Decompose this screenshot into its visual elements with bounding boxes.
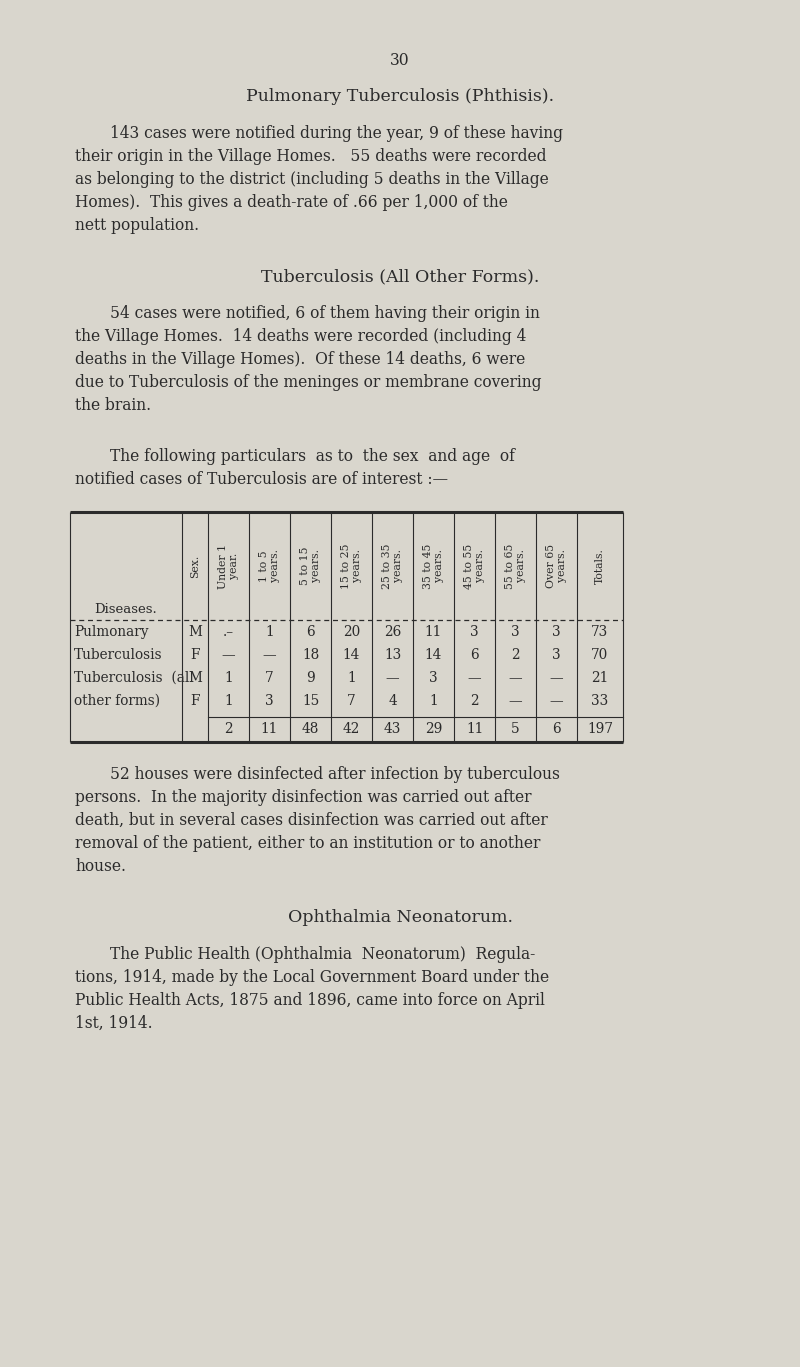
Text: Public Health Acts, 1875 and 1896, came into force on April: Public Health Acts, 1875 and 1896, came … <box>75 992 545 1009</box>
Text: —: — <box>222 648 235 662</box>
Text: 14: 14 <box>425 648 442 662</box>
Text: 6: 6 <box>552 722 561 735</box>
Text: Pulmonary Tuberculosis (Phthisis).: Pulmonary Tuberculosis (Phthisis). <box>246 87 554 105</box>
Text: —: — <box>509 694 522 708</box>
Text: the Village Homes.  14 deaths were recorded (including 4: the Village Homes. 14 deaths were record… <box>75 328 526 344</box>
Text: 48: 48 <box>302 722 319 735</box>
Text: their origin in the Village Homes.   55 deaths were recorded: their origin in the Village Homes. 55 de… <box>75 148 546 165</box>
Text: 26: 26 <box>384 625 401 638</box>
Text: 1: 1 <box>265 625 274 638</box>
Text: 43: 43 <box>384 722 401 735</box>
Text: M: M <box>188 671 202 685</box>
Text: —: — <box>262 648 276 662</box>
Text: 143 cases were notified during the year, 9 of these having: 143 cases were notified during the year,… <box>110 124 563 142</box>
Text: —: — <box>550 694 563 708</box>
Text: Ophthalmia Neonatorum.: Ophthalmia Neonatorum. <box>287 909 513 925</box>
Text: 30: 30 <box>390 52 410 68</box>
Text: due to Tuberculosis of the meninges or membrane covering: due to Tuberculosis of the meninges or m… <box>75 375 542 391</box>
Text: deaths in the Village Homes).  Of these 14 deaths, 6 were: deaths in the Village Homes). Of these 1… <box>75 351 526 368</box>
Text: Diseases.: Diseases. <box>94 603 158 617</box>
Text: 3: 3 <box>511 625 520 638</box>
Text: 33: 33 <box>591 694 609 708</box>
Text: 1st, 1914.: 1st, 1914. <box>75 1016 153 1032</box>
Text: —: — <box>386 671 399 685</box>
Text: notified cases of Tuberculosis are of interest :—: notified cases of Tuberculosis are of in… <box>75 472 448 488</box>
Text: 1: 1 <box>429 694 438 708</box>
Text: 20: 20 <box>343 625 360 638</box>
Text: Pulmonary: Pulmonary <box>74 625 149 638</box>
Text: The Public Health (Ophthalmia  Neonatorum)  Regula-: The Public Health (Ophthalmia Neonatorum… <box>110 946 535 962</box>
Text: house.: house. <box>75 858 126 875</box>
Text: tions, 1914, made by the Local Government Board under the: tions, 1914, made by the Local Governmen… <box>75 969 549 986</box>
Text: 18: 18 <box>302 648 319 662</box>
Text: Under 1
year.: Under 1 year. <box>218 544 239 589</box>
Text: death, but in several cases disinfection was carried out after: death, but in several cases disinfection… <box>75 812 548 828</box>
Text: other forms): other forms) <box>74 694 160 708</box>
Text: Sex.: Sex. <box>190 555 200 578</box>
Text: 11: 11 <box>466 722 483 735</box>
Text: 54 cases were notified, 6 of them having their origin in: 54 cases were notified, 6 of them having… <box>110 305 540 323</box>
Text: 70: 70 <box>591 648 609 662</box>
Text: 7: 7 <box>347 694 356 708</box>
Text: 13: 13 <box>384 648 401 662</box>
Text: 45 to 55
years.: 45 to 55 years. <box>464 543 485 589</box>
Text: 2: 2 <box>511 648 520 662</box>
Text: 5: 5 <box>511 722 520 735</box>
Text: 52 houses were disinfected after infection by tuberculous: 52 houses were disinfected after infecti… <box>110 766 560 783</box>
Text: 11: 11 <box>261 722 278 735</box>
Text: 3: 3 <box>470 625 479 638</box>
Text: 1: 1 <box>347 671 356 685</box>
Text: 15: 15 <box>302 694 319 708</box>
Text: the brain.: the brain. <box>75 396 151 414</box>
Text: nett population.: nett population. <box>75 217 199 234</box>
Text: 9: 9 <box>306 671 315 685</box>
Text: Tuberculosis  (all: Tuberculosis (all <box>74 671 194 685</box>
Text: 2: 2 <box>224 722 233 735</box>
Text: Over 65
years.: Over 65 years. <box>546 544 567 588</box>
Text: F: F <box>190 648 200 662</box>
Text: —: — <box>468 671 482 685</box>
Text: 14: 14 <box>343 648 360 662</box>
Text: 197: 197 <box>587 722 613 735</box>
Text: .–: .– <box>223 625 234 638</box>
Text: 5 to 15
years.: 5 to 15 years. <box>300 547 321 585</box>
Text: The following particulars  as to  the sex  and age  of: The following particulars as to the sex … <box>110 448 515 465</box>
Text: removal of the patient, either to an institution or to another: removal of the patient, either to an ins… <box>75 835 540 852</box>
Text: 6: 6 <box>306 625 315 638</box>
Text: 1: 1 <box>224 694 233 708</box>
Text: Tuberculosis: Tuberculosis <box>74 648 162 662</box>
Text: 3: 3 <box>265 694 274 708</box>
Text: 2: 2 <box>470 694 479 708</box>
Text: —: — <box>550 671 563 685</box>
Text: 6: 6 <box>470 648 479 662</box>
Text: M: M <box>188 625 202 638</box>
Text: 1 to 5
years.: 1 to 5 years. <box>259 550 280 582</box>
Text: Tuberculosis (All Other Forms).: Tuberculosis (All Other Forms). <box>261 268 539 284</box>
Text: as belonging to the district (including 5 deaths in the Village: as belonging to the district (including … <box>75 171 549 189</box>
Text: 7: 7 <box>265 671 274 685</box>
Text: 21: 21 <box>591 671 609 685</box>
Text: Totals.: Totals. <box>595 548 605 584</box>
Text: 55 to 65
years.: 55 to 65 years. <box>505 543 526 589</box>
Text: 15 to 25
years.: 15 to 25 years. <box>341 543 362 589</box>
Text: persons.  In the majority disinfection was carried out after: persons. In the majority disinfection wa… <box>75 789 531 807</box>
Text: 3: 3 <box>429 671 438 685</box>
Text: 3: 3 <box>552 625 561 638</box>
Text: 11: 11 <box>425 625 442 638</box>
Text: 42: 42 <box>343 722 360 735</box>
Text: Homes).  This gives a death-rate of .66 per 1,000 of the: Homes). This gives a death-rate of .66 p… <box>75 194 508 211</box>
Text: 4: 4 <box>388 694 397 708</box>
Text: 1: 1 <box>224 671 233 685</box>
Text: 25 to 35
years.: 25 to 35 years. <box>382 543 403 589</box>
Text: F: F <box>190 694 200 708</box>
Text: 3: 3 <box>552 648 561 662</box>
Text: 29: 29 <box>425 722 442 735</box>
Text: 35 to 45
years.: 35 to 45 years. <box>423 543 444 589</box>
Text: —: — <box>509 671 522 685</box>
Text: 73: 73 <box>591 625 609 638</box>
